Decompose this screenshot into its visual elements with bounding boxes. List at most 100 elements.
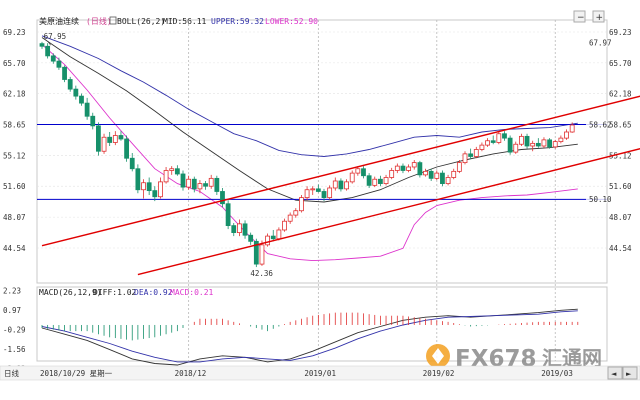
candle-up xyxy=(519,135,524,145)
candle-down xyxy=(253,240,259,265)
macd-dea-label: DEA:0.92 xyxy=(134,288,173,297)
candle-down xyxy=(270,235,276,240)
footer-period-tag[interactable]: 日线 xyxy=(4,368,19,378)
macd-indicator-label: MACD(26,12,9) xyxy=(39,288,102,297)
macd-tick-label: 2.23 xyxy=(3,287,21,296)
candle-down xyxy=(524,135,530,147)
candle-down xyxy=(502,133,507,139)
scroll-right-button[interactable]: ► xyxy=(622,366,638,380)
annotations: 67.95 42.36 xyxy=(44,32,274,278)
candle-up xyxy=(310,188,316,191)
candle-up xyxy=(355,168,361,174)
month-label: 2019/02 xyxy=(423,369,455,378)
candle-down xyxy=(73,88,79,97)
candle-up xyxy=(541,139,547,147)
candle-up xyxy=(287,214,293,222)
candle-down xyxy=(338,180,344,190)
candle-up xyxy=(265,235,271,246)
candle-up xyxy=(389,170,395,178)
macd-tick-label: 0.97 xyxy=(3,306,21,315)
candle-up xyxy=(411,162,417,168)
price-tick-label-left: 44.54 xyxy=(3,244,26,253)
candle-up xyxy=(513,143,519,153)
candle-down xyxy=(135,168,141,191)
candle-down xyxy=(62,66,67,80)
candle-up xyxy=(158,181,163,198)
bollinger-bands xyxy=(41,35,578,262)
high-value-label: 67.95 xyxy=(44,32,67,41)
candle-up xyxy=(208,177,214,187)
price-tick-label-left: 51.60 xyxy=(3,182,26,191)
candle-down xyxy=(203,183,208,187)
price-tick-label-right: 58.65 xyxy=(609,121,632,130)
candle-up xyxy=(473,149,479,157)
candle-down xyxy=(535,142,541,147)
arrow-right-icon: ► xyxy=(626,370,632,378)
candle-up xyxy=(372,178,378,186)
candle-down xyxy=(50,55,56,62)
candle-down xyxy=(107,136,113,143)
candle-down xyxy=(440,172,445,185)
trend-line-lower xyxy=(137,148,640,276)
price-tick-label-right: 48.07 xyxy=(609,213,632,222)
macd-dea-line xyxy=(41,310,578,363)
candle-up xyxy=(552,141,558,148)
symbol-name: 美原油连续 xyxy=(39,16,79,26)
candle-down xyxy=(146,182,152,192)
candle-up xyxy=(197,183,203,190)
candle-down xyxy=(490,140,496,143)
right-marker-bg xyxy=(586,38,607,48)
candle-down xyxy=(56,60,62,68)
right-marker-label: 50.10 xyxy=(589,195,612,204)
boll-mid-label: MID:56.11 xyxy=(163,17,207,26)
price-tick-label-left: 69.23 xyxy=(3,28,26,37)
candle-up xyxy=(451,170,457,178)
boll-upper-line xyxy=(41,35,578,157)
candle-up xyxy=(282,220,287,231)
candle-up xyxy=(462,153,468,164)
macd-tick-label: -1.56 xyxy=(3,345,26,354)
price-tick-label-right: 69.23 xyxy=(609,28,632,37)
candle-down xyxy=(315,188,321,192)
zoom-out-button[interactable]: − xyxy=(573,10,586,23)
indicator-toggle-icon[interactable] xyxy=(109,16,117,25)
price-tick-label-left: 65.70 xyxy=(3,59,26,68)
price-tick-label-left: 58.65 xyxy=(3,121,26,130)
candle-down xyxy=(214,177,220,192)
price-panel-frame xyxy=(36,19,608,284)
candle-down xyxy=(79,95,84,104)
candle-up xyxy=(327,187,333,199)
candle-down xyxy=(321,191,327,199)
period-label: (日线) xyxy=(86,16,112,26)
zoom-in-button[interactable]: + xyxy=(592,10,605,23)
candle-down xyxy=(39,43,45,47)
candle-down xyxy=(507,137,513,153)
price-axis-right: 69.23 65.70 62.18 58.65 55.12 51.60 48.07 44.54 xyxy=(609,28,632,253)
candle-down xyxy=(67,79,73,90)
candle-down xyxy=(417,162,423,176)
month-label: 2019/01 xyxy=(304,369,336,378)
candle-down xyxy=(361,168,366,177)
candle-down xyxy=(180,173,186,188)
candle-down xyxy=(45,45,51,57)
scroll-left-button[interactable]: ◄ xyxy=(607,366,623,380)
price-tick-label-right: 65.70 xyxy=(609,59,632,68)
candle-down xyxy=(242,223,248,236)
price-tick-label-left: 48.07 xyxy=(3,213,26,222)
price-tick-label-right: 62.18 xyxy=(609,90,632,99)
candle-down xyxy=(468,153,474,157)
boll-lower-label: LOWER:52.90 xyxy=(265,17,318,26)
candle-up xyxy=(406,166,412,171)
candle-down xyxy=(118,135,124,140)
boll-lower-line xyxy=(41,44,578,262)
right-price-markers: 67.97 58.62 50.10 xyxy=(586,38,612,204)
price-tick-label-right: 51.60 xyxy=(609,182,632,191)
candle-down xyxy=(90,115,96,127)
candle-up xyxy=(349,172,355,183)
macd-histogram xyxy=(41,312,579,341)
trend-channel xyxy=(41,95,640,276)
high-pointer xyxy=(47,41,51,46)
candle-up xyxy=(236,223,242,234)
footer-bar xyxy=(0,365,640,381)
